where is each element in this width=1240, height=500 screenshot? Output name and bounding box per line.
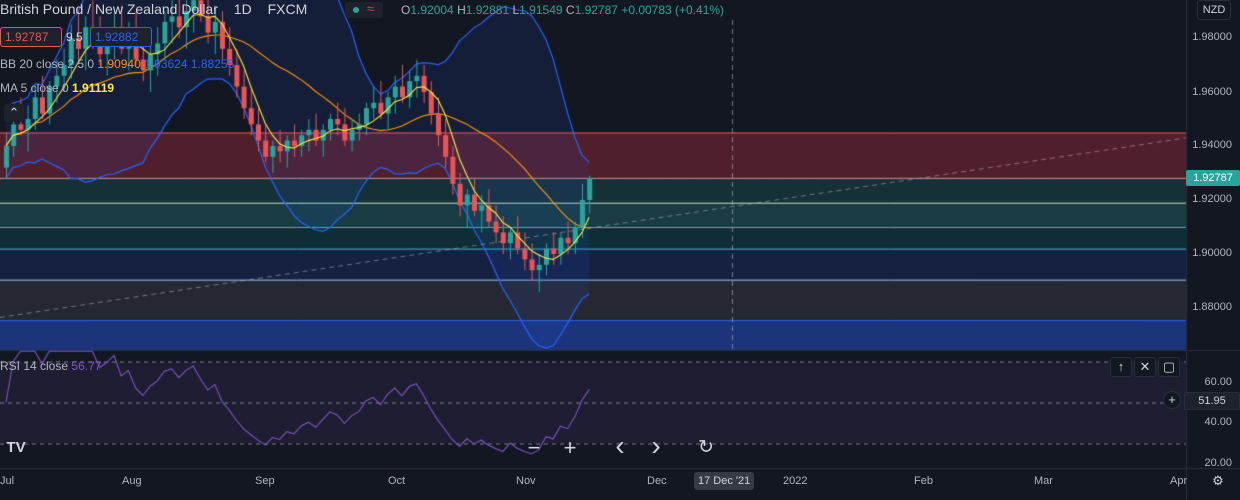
ohlc-values: O1.92004 H1.92881 L1.91549 C1.92787 +0.0… (401, 3, 725, 17)
collapse-legend-icon[interactable]: ⌃ (4, 104, 24, 122)
data-delay-icon: ≈ (367, 1, 375, 16)
bb-upper-value: 1.93624 (144, 57, 188, 71)
symbol-name[interactable]: British Pound / New Zealand Dollar (0, 1, 218, 17)
open-value: 1.92004 (410, 3, 454, 17)
bb-basis-value: 1.90940 (97, 57, 141, 71)
scroll-left-button[interactable]: ‹ (615, 430, 625, 461)
time-tick: Apr (1170, 475, 1188, 487)
high-value: 1.92881 (465, 3, 510, 17)
rsi-tick: 20.00 (1204, 457, 1232, 469)
current-price-label: 1.92787 (1186, 170, 1240, 186)
crosshair-date-label: 17 Dec '21 (694, 472, 755, 490)
exchange-label: FXCM (267, 1, 308, 17)
market-open-icon (353, 7, 359, 13)
zoom-in-button[interactable]: + (563, 435, 577, 460)
change-value: +0.00783 (+0.41%) (621, 3, 725, 17)
time-tick: Jul (0, 475, 15, 487)
time-tick: 2022 (783, 475, 808, 487)
tradingview-logo: TV (6, 439, 26, 456)
settings-icon[interactable]: ⚙ (1212, 473, 1224, 488)
rsi-value: 56.77 (71, 359, 102, 373)
buy-button[interactable]: 1.92882 (90, 27, 152, 47)
rsi-tick: 40.00 (1204, 416, 1232, 428)
close-value: 1.92787 (574, 3, 618, 17)
market-status[interactable]: ≈ (345, 1, 383, 18)
rsi-legend[interactable]: RSI 14 close 56.77 (0, 359, 102, 373)
ma-value: 1.91119 (72, 81, 115, 95)
bb-legend[interactable]: BB 20 close 2.5 0 1.90940 1.93624 1.8825… (0, 57, 235, 71)
chart-title: British Pound / New Zealand Dollar 1D FX… (0, 1, 319, 17)
add-level-icon[interactable]: + (1163, 391, 1181, 409)
time-tick: Nov (516, 475, 536, 487)
price-tick: 1.96000 (1192, 86, 1232, 98)
time-tick: Dec (647, 475, 667, 487)
interval-label[interactable]: 1D (233, 1, 252, 17)
price-tick: 1.88000 (1192, 301, 1232, 313)
scroll-right-button[interactable]: › (651, 430, 661, 461)
price-tick: 1.94000 (1192, 139, 1232, 151)
rsi-crosshair-label: 51.95 (1184, 392, 1240, 410)
time-tick: Mar (1034, 475, 1053, 487)
maximize-pane-icon[interactable]: ▢ (1158, 357, 1180, 377)
price-tick: 1.92000 (1192, 193, 1232, 205)
time-tick: Oct (388, 475, 406, 487)
close-pane-icon[interactable]: ✕ (1134, 357, 1156, 377)
time-tick: Feb (914, 475, 933, 487)
time-tick: Aug (122, 475, 142, 487)
currency-selector[interactable]: NZD (1197, 0, 1231, 20)
time-tick: Sep (255, 475, 275, 487)
spread-value: 9.5 (66, 30, 83, 44)
ma-legend[interactable]: MA 5 close 0 1.91119 (0, 81, 115, 95)
bb-lower-value: 1.88255 (190, 57, 235, 71)
zoom-out-button[interactable]: − (527, 435, 541, 460)
price-tick: 1.90000 (1192, 247, 1232, 259)
reset-chart-button[interactable]: ↻ (698, 437, 714, 458)
price-tick: 1.98000 (1192, 31, 1232, 43)
move-pane-up-icon[interactable]: ↑ (1110, 357, 1132, 377)
rsi-tick: 60.00 (1204, 376, 1232, 388)
low-value: 1.91549 (519, 3, 563, 17)
sell-button[interactable]: 1.92787 (0, 27, 62, 47)
